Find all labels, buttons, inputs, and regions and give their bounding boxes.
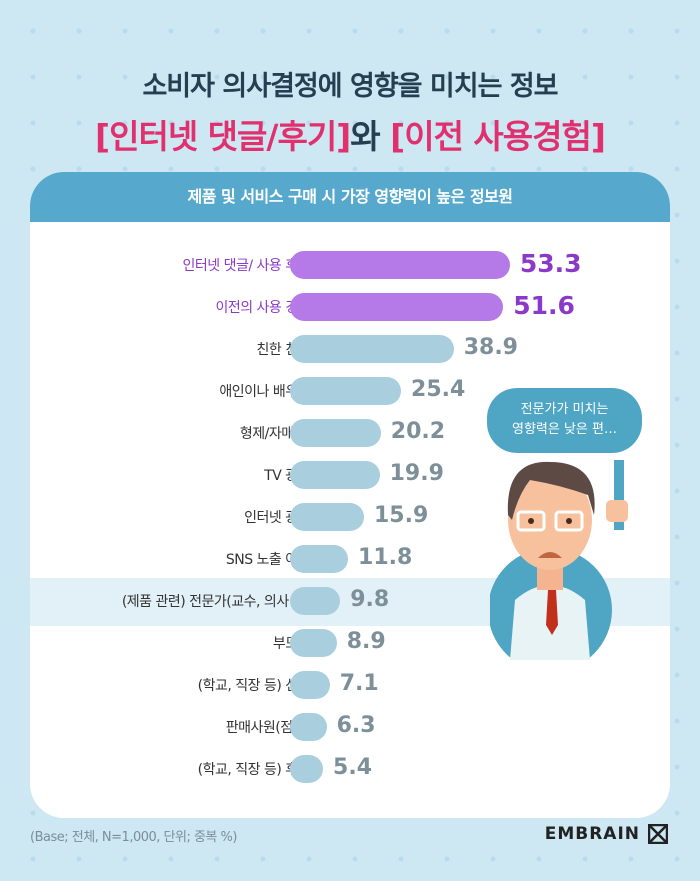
bar-value: 53.3: [519, 249, 582, 278]
bar: [290, 377, 402, 405]
doctor-illustration: [490, 460, 628, 660]
bar-row: SNS 노출 여부 11.8: [30, 544, 670, 574]
bar: [290, 461, 380, 489]
title-line1: 소비자 의사결정에 영향을 미치는 정보: [142, 71, 558, 102]
bar-row: (학교, 직장 등) 후배 5.4: [30, 754, 670, 784]
bar-row: 부모님8.9: [30, 628, 670, 658]
bar-row: 이전의 사용 경험 51.6: [30, 291, 670, 322]
bubble-line1: 전문가가 미치는: [520, 402, 609, 417]
bar-value: 11.8: [358, 545, 413, 570]
bar: [290, 587, 341, 615]
bar-row: 형제/자매 등 20.2: [30, 418, 670, 448]
bar-value: 8.9: [346, 629, 386, 654]
embrain-logo: EMBRAIN: [545, 824, 668, 844]
bar-row: TV 광고 19.9: [30, 460, 670, 490]
bar-value: 25.4: [411, 377, 466, 402]
bar: [290, 713, 327, 741]
bar-value: 5.4: [333, 755, 373, 780]
logo-text: EMBRAIN: [544, 824, 640, 844]
bar-value: 15.9: [374, 503, 429, 528]
bar: [290, 251, 510, 279]
bar-label: 인터넷 댓글/ 사용 후기: [182, 258, 311, 274]
bar: [290, 629, 337, 657]
bar-label: (학교, 직장 등) 후배: [197, 762, 311, 778]
bar-row: 판매사원(점원) 6.3: [30, 712, 670, 742]
title-line2: [인터넷 댓글/후기]와 [이전 사용경험]: [0, 110, 700, 158]
bubble-line2: 영향력은 낮은 편…: [512, 422, 617, 437]
bar-value: 7.1: [339, 671, 379, 696]
bar: [290, 293, 504, 321]
bar-value: 19.9: [389, 461, 444, 486]
bar-row: 인터넷 광고 15.9: [30, 502, 670, 532]
bar-label: SNS 노출 여부: [225, 552, 311, 568]
title-highlight-1: [인터넷 댓글/후기]: [95, 117, 351, 156]
chart-title: 제품 및 서비스 구매 시 가장 영향력이 높은 정보원: [30, 172, 670, 222]
title-joiner: 와: [350, 117, 391, 156]
logo-mark-icon: [648, 824, 668, 844]
bar-row: (학교, 직장 등) 선배 7.1: [30, 670, 670, 700]
bar: [290, 419, 381, 447]
bar-label: 판매사원(점원): [225, 720, 311, 736]
bar-row: 친한 친구 38.9: [30, 334, 670, 364]
bar-value: 38.9: [463, 335, 518, 360]
bar-value: 51.6: [513, 291, 575, 320]
bar-value: 20.2: [390, 419, 446, 444]
bar-label: 이전의 사용 경험: [215, 300, 310, 316]
title-highlight-2: [이전 사용경험]: [390, 117, 606, 156]
bar: [290, 545, 349, 573]
bar: [290, 671, 330, 699]
bar-value: 9.8: [350, 587, 390, 612]
bar-label: (학교, 직장 등) 선배: [197, 678, 311, 694]
bar-row: 인터넷 댓글/ 사용 후기 53.3: [30, 249, 670, 280]
bar: [290, 503, 364, 531]
bar-row: (제품 관련) 전문가(교수, 의사 등) 9.8: [30, 586, 670, 616]
bar-label: (제품 관련) 전문가(교수, 의사 등): [121, 594, 311, 610]
bar-label: 애인이나 배우자: [219, 384, 310, 400]
bar: [290, 755, 324, 783]
footnote: (Base; 전체, N=1,000, 단위; 중복 %): [30, 830, 237, 845]
bar: [290, 335, 454, 363]
bar-value: 6.3: [336, 713, 376, 738]
bar-row: 애인이나 배우자 25.4: [30, 376, 670, 406]
